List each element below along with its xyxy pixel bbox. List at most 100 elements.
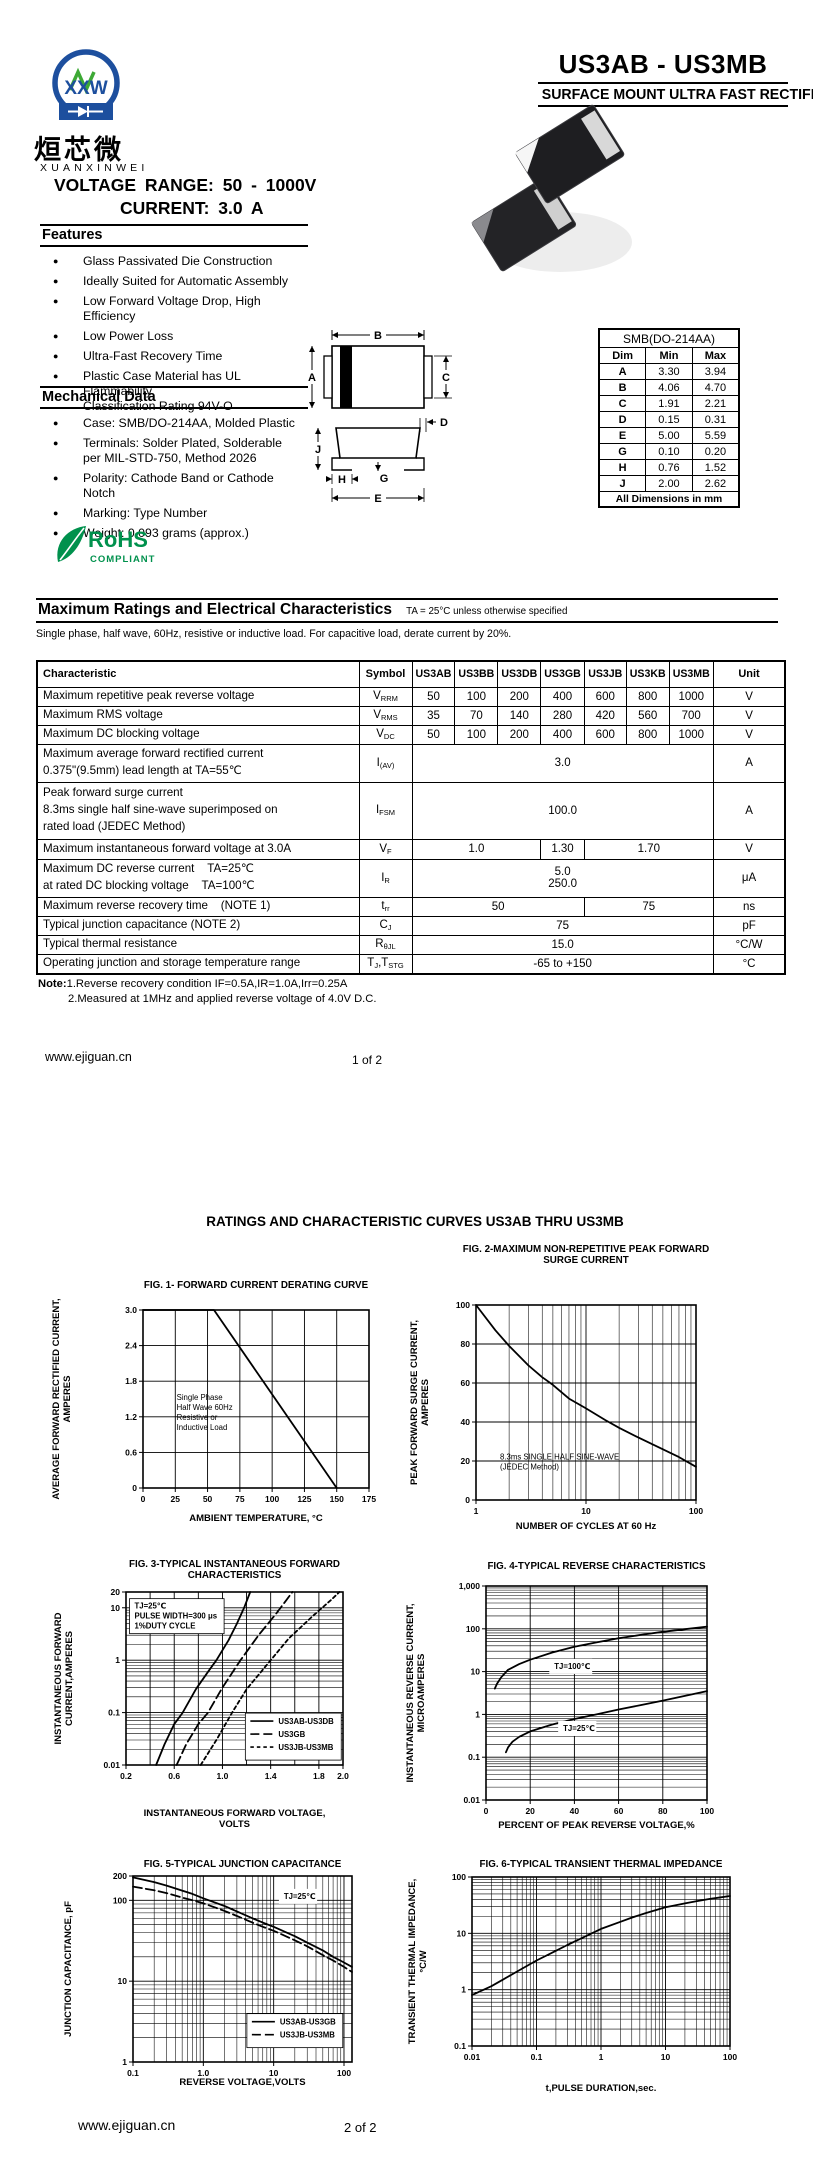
chart-text: 0 [132,1483,137,1493]
ratings-header-cell: Unit [712,660,786,688]
dim-header-cell: Dim [598,347,647,364]
chart-text: 20 [461,1456,471,1466]
rohs-text: RoHS [88,527,148,552]
package-photo-top [515,104,625,204]
note-line-2: 2.Measured at 1MHz and applied reverse v… [68,993,377,1006]
chart-text: 75 [235,1494,245,1504]
chart-legend [246,2013,344,2049]
title-block: US3AB - US3MB SURFACE MOUNT ULTRA FAST R… [538,49,813,107]
chart-text: 10 [471,1667,481,1677]
dim-cell: 3.30 [645,363,693,380]
symbol-cell: RθJL [358,934,413,955]
characteristic-cell: Typical junction capacitance (NOTE 2) [36,915,360,936]
chart-text: 10 [269,2068,279,2078]
chart-text: 0.2 [120,1771,132,1781]
footer-website-2: www.ejiguan.cn [78,2117,176,2133]
dimensions-table: SMB(DO-214AA) Dim Min Max A 3.30 3.94 B 4.06 4.70… [598,328,740,508]
chart-text: 0.1 [531,2052,543,2062]
dim-cell: 0.76 [645,459,693,476]
chart-text: 20 [525,1806,535,1816]
feature-item: ● Glass Passivated Die Construction [40,254,308,269]
symbol-cell: CJ [358,915,413,936]
chart-grid [472,1877,730,2046]
feature-item: ● Ideally Suited for Automatic Assembly [40,274,308,289]
value-cell: 50 [411,724,456,745]
mechanical-item: ● Case: SMB/DO-214AA, Molded Plastic [40,416,308,431]
ratings-row: Maximum DC reverse current TA=25℃ at rate… [36,858,786,898]
chart-text: INSTANTANEOUS FORWARD [53,1612,64,1744]
dim-cell: 3.94 [691,363,740,380]
dim-cell: 2.00 [645,475,693,492]
characteristic-cell: Maximum RMS voltage [36,705,360,726]
note-label: Note: [38,978,67,990]
symbol-cell: VRRM [358,686,413,707]
chart-text: SURGE CURRENT [543,1255,628,1266]
chart-text: FIG. 6-TYPICAL TRANSIENT THERMAL IMPEDAN… [480,1859,723,1870]
unit-cell: A [712,743,786,783]
item-text: Ideally Suited for Automatic Assembly [83,274,289,288]
features-section: Features ● Glass Passivated Die Construct… [40,224,308,419]
chart-text: TJ=25℃ [284,1892,316,1901]
chart-text: PULSE WIDTH=300 μs [135,1612,218,1621]
dim-label-H: H [338,474,346,486]
mechanical-data-section: Mechanical Data ● Case: SMB/DO-214AA, Mol… [40,386,308,546]
bullet-icon: ● [53,296,59,306]
series-peak-surge-current [475,1304,697,1468]
dim-cell: E [598,427,647,444]
bullet-icon: ● [53,276,59,286]
chart-text: t,PULSE DURATION,sec. [546,2083,657,2094]
dim-row: D 0.15 0.31 [598,411,740,428]
cathode-band [340,346,352,408]
bullet-icon: ● [53,371,59,381]
fig4-chart: 0 20 40 60 80 100 0.01 0.1 1 10 100 1,000 FIG. 4-TYP… [405,1561,714,1831]
value-cell: 75 [583,896,714,917]
ratings-row: Maximum DC blocking voltage VDC 50 100 200 40… [36,724,786,745]
chart-text: 8.3ms SINGLE HALF SINE-WAVE [500,1452,619,1461]
dim-cell: C [598,395,647,412]
dim-table-title: SMB(DO-214AA) [598,328,740,348]
dim-row: A 3.30 3.94 [598,363,740,380]
dim-row: C 1.91 2.21 [598,395,740,412]
value-cell: 200 [497,686,542,707]
chart-text: US3AB-US3DB [278,1717,334,1726]
series-TJ-100C [493,1625,708,1690]
title-rule [538,82,788,84]
value-cell: 560 [625,705,670,726]
chart-text: US3JB-US3MB [278,1743,333,1752]
dim-label-D: D [440,417,448,429]
item-text: Terminals: Solder Plated, Solderable per… [83,436,282,465]
chart-text: 100 [113,1895,127,1905]
chart-text: REVERSE VOLTAGE,VOLTS [179,2077,305,2088]
chart-text: 2.4 [125,1341,137,1351]
dim-cell: 0.15 [645,411,693,428]
brand-logo: XXW [52,49,120,120]
mechanical-heading: Mechanical Data [40,386,308,409]
footer-page-number: 1 of 2 [352,1053,383,1067]
chart-annotation-box [558,1720,597,1736]
page-title: US3AB - US3MB [558,49,768,79]
chart-text: 1.8 [125,1376,137,1386]
bullet-icon: ● [53,256,59,266]
dim-cell: 2.62 [691,475,740,492]
dim-label-G: G [380,473,389,485]
ratings-row: Operating junction and storage temperatu… [36,953,786,975]
chart-text: 100 [452,1872,466,1882]
chart-text: 100 [700,1806,714,1816]
chart-text: Resistive or [177,1413,218,1422]
ratings-header-row: Characteristic Symbol US3AB US3BB US3DB US3GB… [36,660,786,688]
ratings-row: Peak forward surge current 8.3ms single h… [36,781,786,840]
ratings-header-cell: US3GB [540,660,585,688]
chart-text: 80 [461,1339,471,1349]
dim-row: G 0.10 0.20 [598,443,740,460]
unit-cell: A [712,781,786,840]
chart-text: 1 [475,1709,480,1719]
chart-text: AMBIENT TEMPERATURE, °C [189,1513,323,1524]
chart-text: 60 [614,1806,624,1816]
item-text: Case: SMB/DO-214AA, Molded Plastic [83,416,295,430]
bullet-icon: ● [53,438,59,448]
chart-text: 0.1 [127,2068,139,2078]
ratings-header-cell: US3DB [497,660,542,688]
mechanical-item: ● Terminals: Solder Plated, Solderable pe… [40,436,308,466]
item-text: Glass Passivated Die Construction [83,254,273,268]
